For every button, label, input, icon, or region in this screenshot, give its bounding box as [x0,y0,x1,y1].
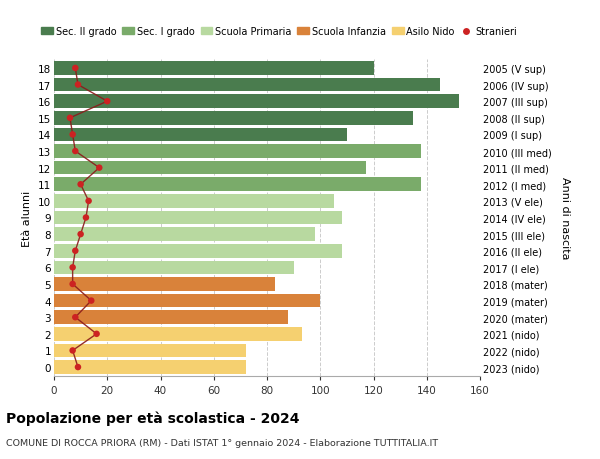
Bar [54,112,413,125]
Point [84,198,94,205]
Bar [54,228,315,241]
Bar [54,145,421,158]
Point [76,181,85,189]
Y-axis label: Anni di nascita: Anni di nascita [560,177,570,259]
Bar [54,327,302,341]
Bar [54,360,246,374]
Point [68,131,77,139]
Bar [54,78,440,92]
Bar [54,278,275,291]
Point [68,264,77,271]
Point [68,347,77,354]
Bar [54,95,459,109]
Bar [54,311,289,325]
Point [73,364,83,371]
Point [71,247,80,255]
Bar [54,195,334,208]
Point [76,231,85,238]
Text: Popolazione per età scolastica - 2024: Popolazione per età scolastica - 2024 [6,411,299,425]
Point [71,65,80,73]
Bar [54,211,341,225]
Point [71,314,80,321]
Point [86,297,96,305]
Y-axis label: Età alunni: Età alunni [22,190,32,246]
Point [71,148,80,155]
Point [81,214,91,222]
Point [68,281,77,288]
Bar [54,261,293,274]
Point [94,165,104,172]
Point [65,115,75,122]
Bar [54,344,246,358]
Text: COMUNE DI ROCCA PRIORA (RM) - Dati ISTAT 1° gennaio 2024 - Elaborazione TUTTITAL: COMUNE DI ROCCA PRIORA (RM) - Dati ISTAT… [6,438,438,448]
Bar [54,244,341,258]
Point [73,82,83,89]
Point [92,330,101,338]
Bar [54,129,347,142]
Bar [54,178,421,192]
Point [103,98,112,106]
Bar [54,294,320,308]
Bar [54,62,373,76]
Legend: Sec. II grado, Sec. I grado, Scuola Primaria, Scuola Infanzia, Asilo Nido, Stran: Sec. II grado, Sec. I grado, Scuola Prim… [38,23,521,41]
Bar [54,162,365,175]
